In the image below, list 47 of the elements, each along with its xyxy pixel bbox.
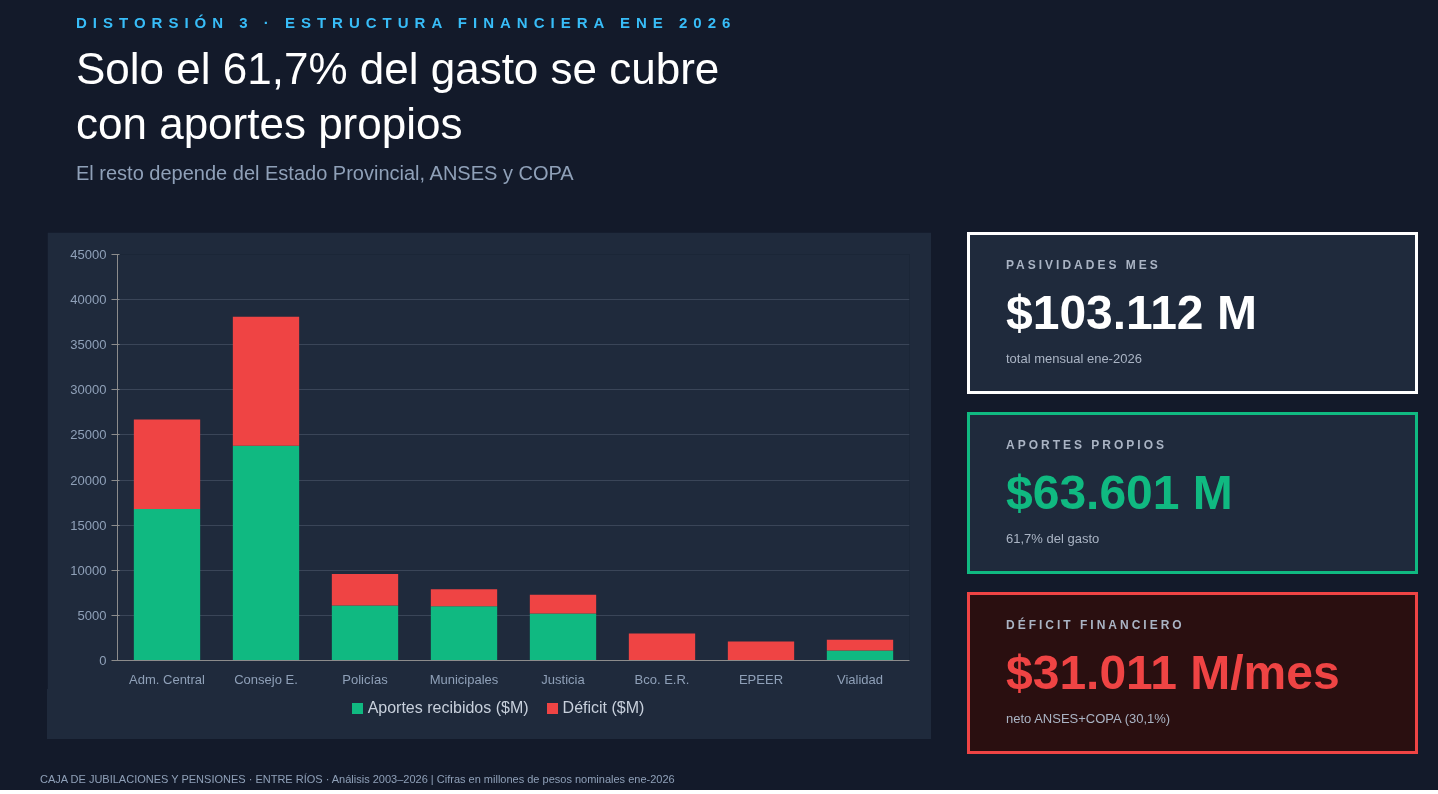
x-tick-label: Adm. Central	[129, 671, 206, 687]
legend-label: Déficit ($M)	[562, 699, 645, 717]
text: $31.011 M/mes	[1006, 645, 1341, 702]
text: DISTORSIÓN 3 · ESTRUCTURA FINANCIERA ENE 2026	[76, 13, 738, 33]
x-tick-label: EPEER	[738, 671, 784, 687]
y-tick-label: 20000	[70, 472, 107, 488]
text: 61,7% del gasto	[1006, 530, 1101, 549]
y-tick-label: 35000	[70, 337, 107, 353]
x-tick-label: Bco. E.R.	[634, 671, 690, 687]
y-tick-label: 5000	[77, 607, 107, 623]
text: $63.601 M	[1006, 465, 1234, 522]
bar	[529, 594, 597, 614]
bar	[826, 639, 894, 651]
bar	[826, 650, 894, 661]
x-tick-label: Vialidad	[836, 671, 884, 687]
x-tick-label: Consejo E.	[234, 671, 298, 687]
x-tick-label: Justicia	[541, 671, 586, 687]
bar	[133, 419, 201, 509]
y-tick-label: 45000	[70, 247, 107, 262]
legend-label: Aportes recibidos ($M)	[367, 699, 529, 717]
bar	[727, 641, 795, 661]
text: $103.112 M	[1006, 285, 1258, 342]
y-tick-label: 10000	[70, 562, 107, 578]
bar	[133, 508, 201, 661]
bar	[430, 606, 498, 661]
text: DÉFICIT FINANCIERO	[1006, 617, 1186, 634]
bar	[331, 605, 399, 661]
x-tick-label: Municipales	[429, 671, 499, 687]
y-tick-label: 30000	[70, 382, 107, 398]
y-tick-label: 25000	[70, 427, 107, 443]
text: neto ANSES+COPA (30,1%)	[1006, 710, 1172, 729]
bar	[529, 613, 597, 661]
text: CAJA DE JUBILACIONES Y PENSIONES · ENTRE RÍOS · Análisis 2003–2026 | Cifras en millones de pesos nominales ene-2026	[39, 772, 675, 787]
x-tick-label: Policías	[342, 671, 389, 687]
text: PASIVIDADES MES	[1006, 257, 1162, 274]
bar	[628, 633, 696, 661]
bar	[430, 589, 498, 607]
bar	[331, 573, 399, 606]
text: APORTES PROPIOS	[1006, 437, 1169, 454]
text: total mensual ene-2026	[1006, 350, 1143, 369]
y-tick-label: 0	[99, 653, 107, 668]
chart-title: Solo el 61,7% del gasto se cubre con aportes propios	[76, 43, 721, 151]
y-tick-label: 40000	[70, 292, 107, 308]
bar	[232, 316, 300, 446]
y-tick-label: 15000	[70, 517, 107, 533]
bar	[232, 445, 300, 661]
chart-subtitle: El resto depende del Estado Provincial, ANSES y COPA	[76, 161, 575, 187]
